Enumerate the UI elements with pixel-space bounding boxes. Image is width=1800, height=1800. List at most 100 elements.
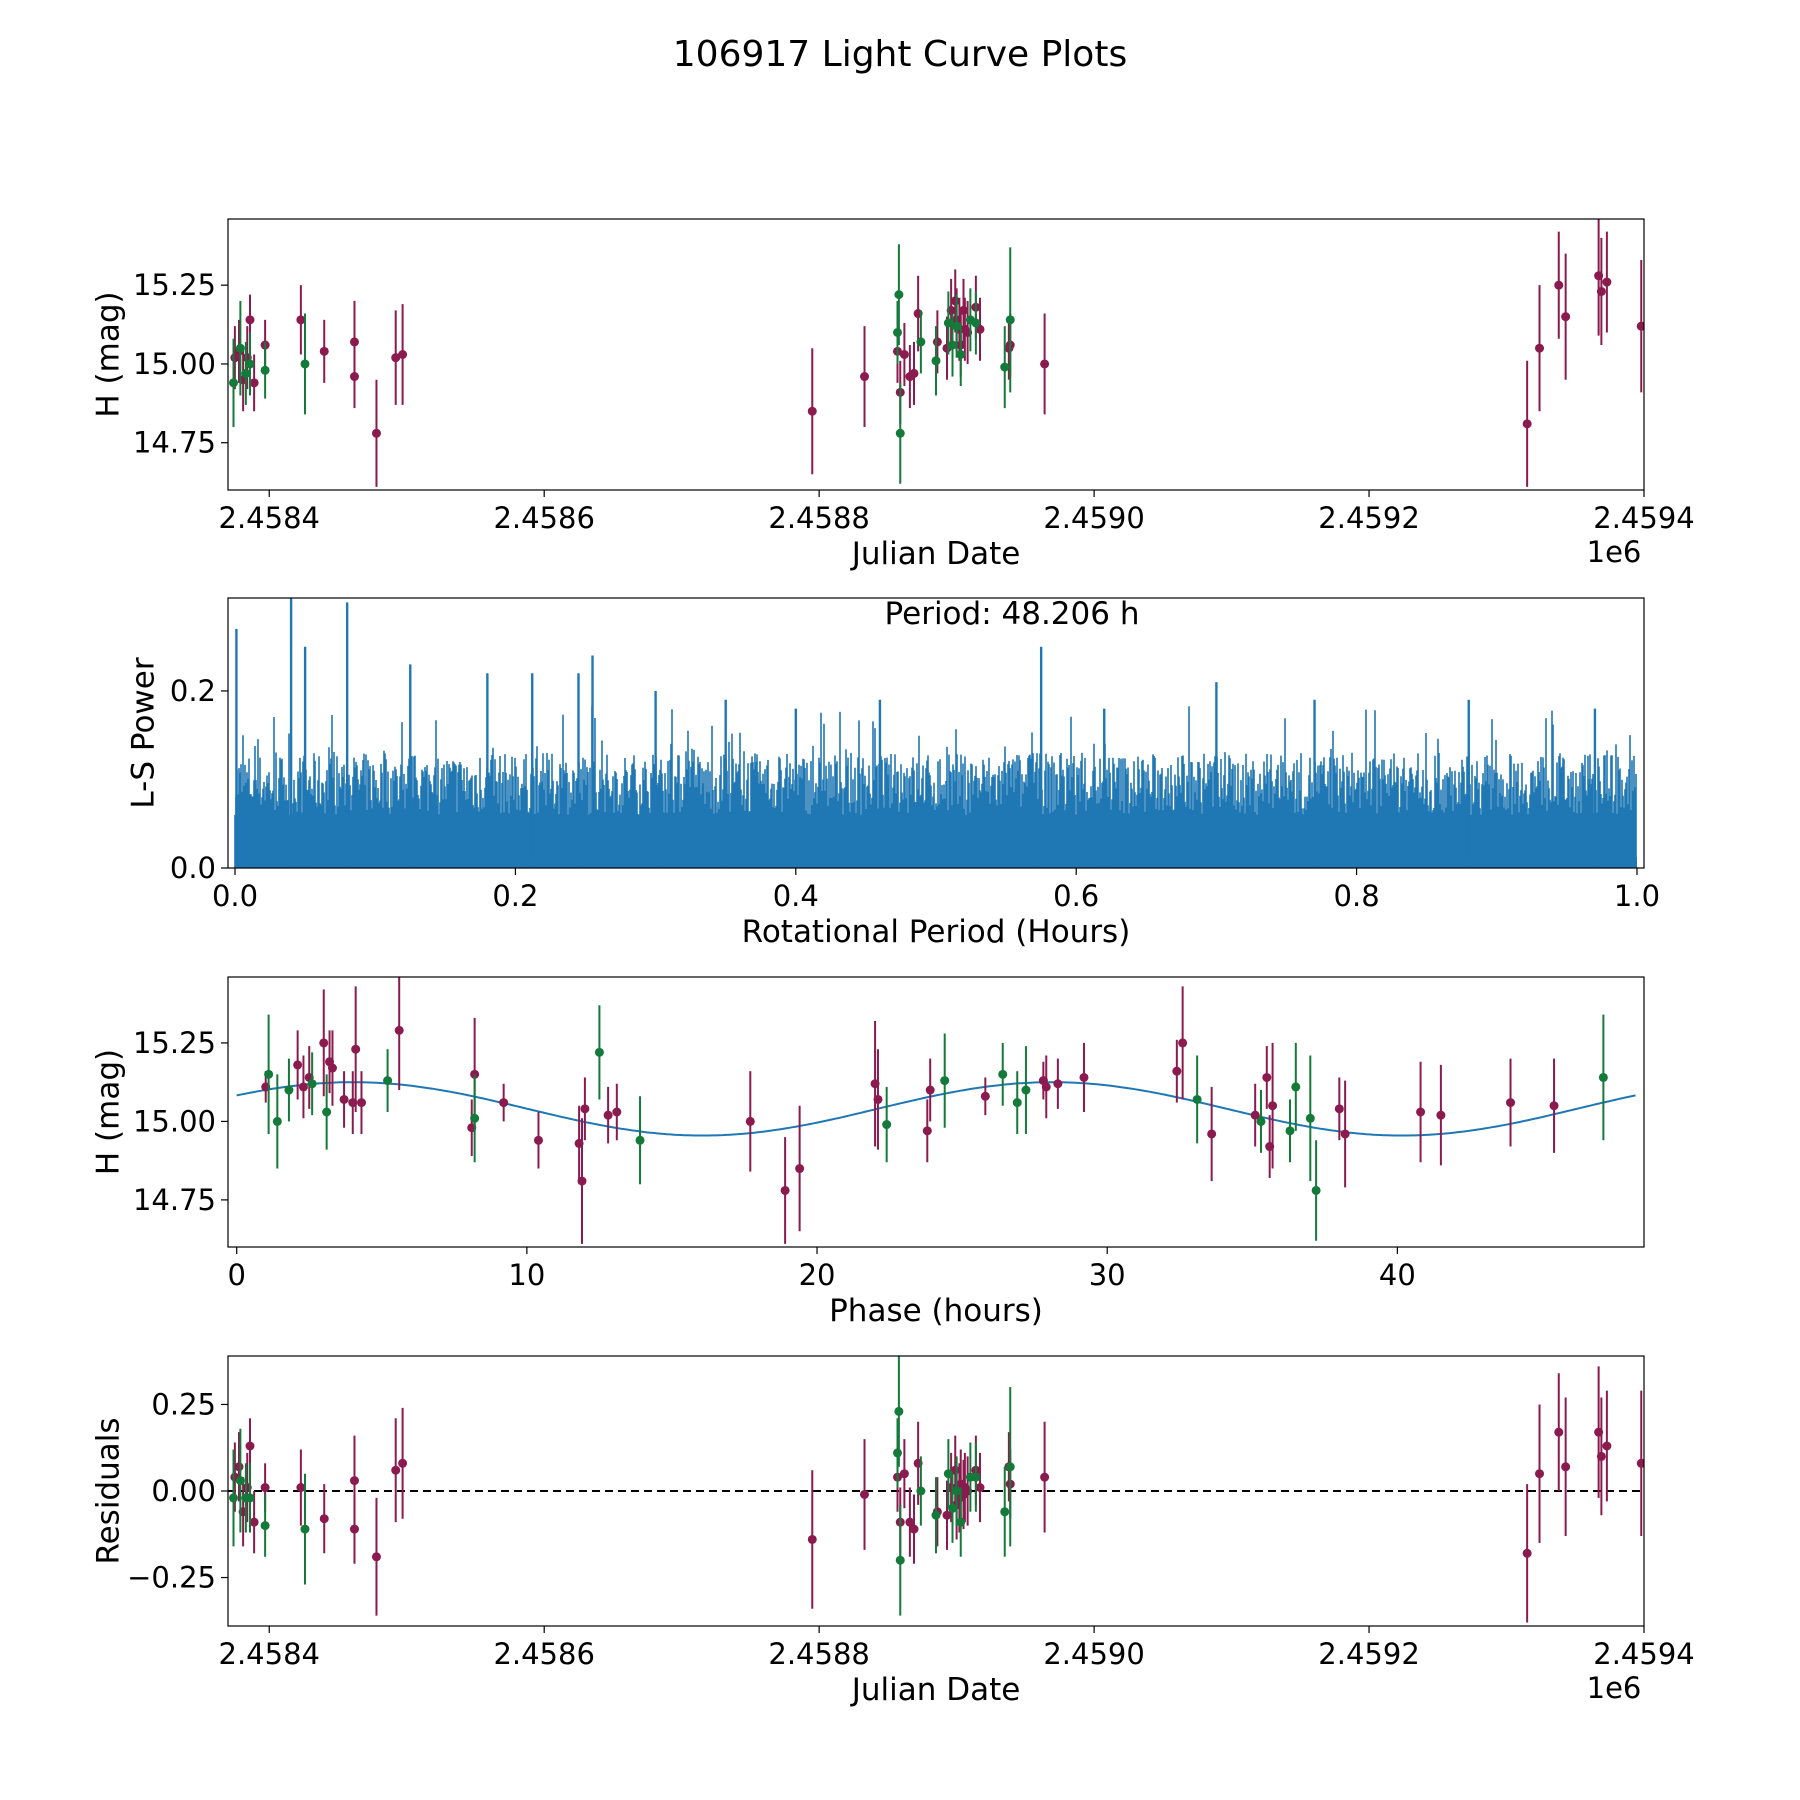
data-point xyxy=(241,368,251,378)
y-tick-label: 15.00 xyxy=(133,1104,216,1138)
data-point xyxy=(264,1069,274,1079)
data-point xyxy=(940,1076,950,1086)
data-point xyxy=(383,1076,393,1086)
y-axis-label: Residuals xyxy=(91,1417,127,1564)
data-point xyxy=(245,1493,255,1503)
data-point xyxy=(1549,1101,1559,1111)
data-point xyxy=(635,1135,645,1145)
data-point xyxy=(391,1465,401,1475)
data-point xyxy=(1596,286,1606,296)
data-point xyxy=(894,290,904,300)
data-point xyxy=(228,378,238,388)
data-point xyxy=(1340,1129,1350,1139)
data-point xyxy=(272,1116,282,1126)
data-point xyxy=(594,1047,604,1057)
data-point xyxy=(893,1448,903,1458)
y-tick-label: −0.25 xyxy=(127,1561,216,1595)
data-point xyxy=(300,1524,310,1534)
data-point xyxy=(234,1462,244,1472)
data-point xyxy=(916,337,926,347)
x-tick-label: 30 xyxy=(1089,1258,1126,1292)
data-point xyxy=(916,1486,926,1496)
x-tick-label: 2.4588 xyxy=(768,501,869,535)
data-point xyxy=(1554,1427,1564,1437)
data-point xyxy=(260,1483,270,1493)
data-point xyxy=(235,343,245,353)
x-tick-label: 2.4592 xyxy=(1318,1637,1419,1671)
data-point xyxy=(909,368,919,378)
data-point xyxy=(371,1552,381,1562)
panels: 2.4584 2.4586 2.4588 2.4590 2.4592 2.4594 14.7… xyxy=(91,218,1695,1708)
data-point xyxy=(228,1493,238,1503)
data-point xyxy=(1561,312,1571,322)
x-axis-label: Julian Date xyxy=(850,1672,1021,1708)
plot-area xyxy=(228,1356,1644,1623)
figure-title: 106917 Light Curve Plots xyxy=(673,34,1127,75)
data-point xyxy=(1334,1104,1344,1114)
x-tick-label: 0 xyxy=(227,1258,245,1292)
period-annotation: Period: 48.206 h xyxy=(885,596,1140,632)
data-point xyxy=(1005,315,1015,325)
data-point xyxy=(873,1094,883,1104)
data-point xyxy=(391,353,401,363)
data-point xyxy=(1436,1110,1446,1120)
data-point xyxy=(795,1164,805,1174)
data-point xyxy=(925,1085,935,1095)
x-tick-label: 2.4592 xyxy=(1318,501,1419,535)
data-point xyxy=(1268,1101,1278,1111)
data-point xyxy=(1636,321,1644,331)
data-point xyxy=(1040,359,1050,369)
data-point xyxy=(1522,1548,1532,1558)
plot-area xyxy=(234,598,1637,868)
axes-frame xyxy=(227,976,1645,1248)
data-point xyxy=(971,318,981,328)
data-point xyxy=(980,1091,990,1101)
data-point xyxy=(1172,1066,1182,1076)
data-point xyxy=(893,327,903,337)
x-tick-label: 2.4594 xyxy=(1593,501,1694,535)
x-tick-label: 2.4584 xyxy=(219,501,320,535)
data-point xyxy=(971,1472,981,1482)
y-tick-label: 0.25 xyxy=(151,1387,216,1421)
x-tick-label: 0.2 xyxy=(492,879,538,913)
data-point xyxy=(1053,1079,1063,1089)
data-point xyxy=(300,359,310,369)
data-point xyxy=(1000,362,1010,372)
x-tick-label: 2.4588 xyxy=(768,1637,869,1671)
x-tick-label: 1.0 xyxy=(1614,879,1660,913)
data-point xyxy=(1000,1507,1010,1517)
data-point xyxy=(394,1025,404,1035)
panel-lightcurve: 2.4584 2.4586 2.4588 2.4590 2.4592 2.4594 14.7… xyxy=(91,218,1695,572)
data-point xyxy=(533,1135,543,1145)
x-tick-label: 2.4590 xyxy=(1043,1637,1144,1671)
data-point xyxy=(296,315,306,325)
data-point xyxy=(356,1098,366,1108)
data-point xyxy=(909,1524,919,1534)
data-point xyxy=(298,1082,308,1092)
y-tick-label: 0.0 xyxy=(170,851,216,885)
panel-periodogram: 0.0 0.2 0.4 0.6 0.8 1.0 0.0 0.2 Rotational Perio… xyxy=(126,596,1661,950)
data-point xyxy=(1598,1072,1608,1082)
data-point xyxy=(307,1079,317,1089)
data-point xyxy=(249,1517,259,1527)
data-point xyxy=(293,1060,303,1070)
data-point xyxy=(943,318,953,328)
data-point xyxy=(1079,1072,1089,1082)
x-offset-label: 1e6 xyxy=(1587,535,1642,569)
data-point xyxy=(1305,1113,1315,1123)
x-tick-label: 20 xyxy=(799,1258,836,1292)
x-tick-label: 2.4586 xyxy=(493,1637,594,1671)
data-point xyxy=(931,1510,941,1520)
data-point xyxy=(1256,1116,1266,1126)
x-axis-label: Julian Date xyxy=(850,536,1021,572)
x-tick-label: 0.4 xyxy=(773,879,819,913)
data-point xyxy=(894,1406,904,1416)
data-point xyxy=(1262,1072,1272,1082)
data-point xyxy=(1012,1098,1022,1108)
data-point xyxy=(1416,1107,1426,1117)
data-point xyxy=(807,406,817,416)
y-tick-label: 0.00 xyxy=(151,1474,216,1508)
y-tick-label: 15.00 xyxy=(133,347,216,381)
power-fill-lines xyxy=(234,706,1637,868)
